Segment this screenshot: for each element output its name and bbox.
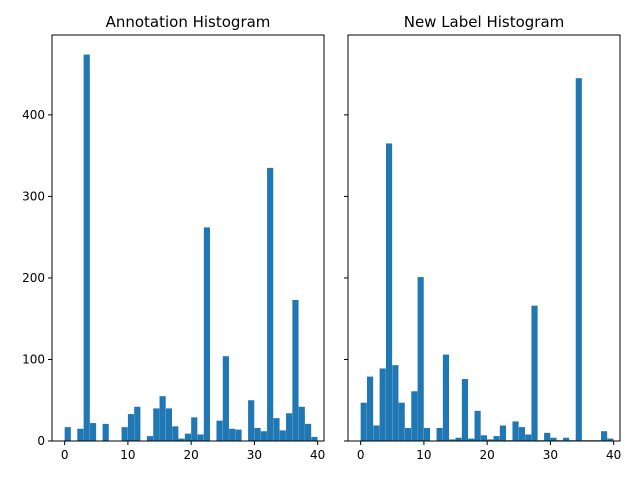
histogram-bar	[260, 431, 267, 441]
x-axis: 0 10 20 30 40	[61, 441, 325, 462]
histogram-bar	[607, 438, 614, 441]
histogram-bar	[392, 365, 399, 441]
y-tick-label: 300	[22, 189, 45, 203]
x-tick-label: 0	[357, 448, 365, 462]
histogram-bar	[134, 406, 141, 441]
histogram-bar	[417, 277, 424, 441]
histogram-bar	[544, 432, 551, 441]
histogram-bar	[127, 414, 135, 441]
x-tick-label: 20	[480, 448, 495, 462]
histogram-bar	[279, 430, 286, 441]
histogram-bar	[64, 427, 71, 441]
histogram-bar	[499, 425, 506, 441]
histogram-bar	[525, 434, 532, 441]
histogram-bar	[178, 438, 185, 441]
histogram-bar	[373, 425, 380, 441]
bars-group	[64, 54, 318, 441]
histogram-bar	[273, 418, 280, 441]
histogram-bar	[563, 437, 570, 441]
histogram-bar	[461, 379, 469, 441]
histogram-bar	[531, 305, 538, 441]
histogram-bar	[267, 167, 274, 441]
y-tick-label: 0	[37, 434, 45, 448]
histogram-bar	[360, 402, 367, 441]
chart-title: Annotation Histogram	[106, 13, 271, 31]
y-tick-label: 400	[22, 108, 45, 122]
x-tick-label: 10	[416, 448, 431, 462]
histogram-bar	[121, 427, 128, 441]
histogram-bar	[423, 427, 431, 441]
histogram-bar	[248, 400, 255, 441]
histogram-bar	[172, 426, 179, 441]
histogram-bar	[379, 368, 386, 441]
x-tick-label: 0	[61, 448, 69, 462]
histogram-bar	[512, 421, 519, 441]
histogram-bar	[487, 439, 494, 441]
histogram-bar	[146, 436, 154, 441]
histogram-bar	[455, 437, 462, 441]
x-tick-label: 10	[120, 448, 135, 462]
axes-frame	[347, 34, 621, 442]
histogram-bar	[575, 78, 582, 442]
histogram-bar	[601, 431, 608, 441]
y-axis: 0 100 200 300 400	[22, 108, 52, 448]
histogram-bar	[191, 417, 198, 441]
x-tick-label: 30	[543, 448, 558, 462]
x-tick-label: 40	[310, 448, 325, 462]
histogram-bar	[493, 436, 500, 441]
histogram-bar	[404, 427, 412, 441]
histogram-bar	[165, 408, 173, 441]
histogram-bar	[385, 143, 393, 441]
x-tick-label: 30	[247, 448, 262, 462]
histogram-bar	[216, 420, 223, 441]
histogram-bar	[436, 427, 443, 441]
x-axis: 0 10 20 30 40	[357, 441, 621, 462]
histogram-bar	[83, 54, 90, 441]
histogram-bar	[89, 423, 97, 441]
histogram-bar	[366, 376, 374, 441]
histogram-bar	[449, 439, 456, 441]
bars-group	[360, 78, 614, 442]
histogram-bar	[222, 356, 229, 441]
histogram-bar	[153, 408, 160, 441]
histogram-bar	[254, 427, 261, 441]
annotation-histogram-panel: Annotation Histogram 0 10 20 30 40 0 100 200 30…	[22, 13, 325, 462]
histogram-bar	[184, 433, 192, 441]
histogram-bar	[159, 396, 166, 441]
histogram-bar	[474, 410, 481, 441]
histogram-bar	[197, 434, 204, 441]
histogram-bar	[468, 438, 475, 441]
histogram-bar	[411, 391, 418, 441]
y-tick-label: 200	[22, 271, 45, 285]
x-tick-label: 40	[606, 448, 621, 462]
histogram-bar	[203, 227, 210, 441]
y-tick-label: 100	[22, 352, 45, 366]
histogram-bar	[550, 437, 557, 441]
histogram-bar	[102, 423, 109, 441]
histogram-bar	[480, 435, 488, 441]
histogram-bar	[77, 428, 84, 441]
histogram-bar	[229, 428, 236, 441]
new-label-histogram-panel: New Label Histogram 0 10 20 30 40	[344, 13, 621, 462]
chart-title: New Label Histogram	[404, 13, 565, 31]
y-axis	[344, 114, 348, 442]
x-tick-label: 20	[184, 448, 199, 462]
histogram-bar	[292, 299, 299, 441]
histogram-bar	[442, 354, 450, 441]
histogram-bar	[235, 429, 242, 441]
histogram-bar	[286, 413, 293, 441]
histogram-bar	[305, 423, 312, 441]
histogram-bar	[311, 436, 318, 441]
histogram-bar	[298, 406, 305, 441]
axes-frame	[51, 34, 325, 442]
histogram-bar	[518, 427, 525, 441]
histogram-bar	[398, 402, 405, 441]
